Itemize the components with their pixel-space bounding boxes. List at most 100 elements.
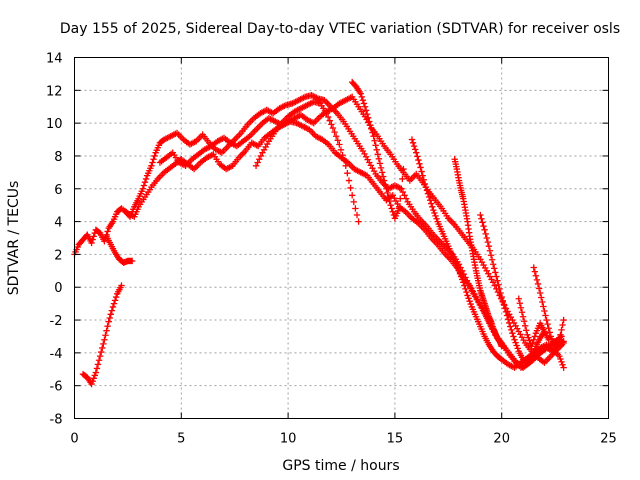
data-point: [538, 294, 545, 301]
data-point: [558, 326, 565, 334]
data-point: [140, 182, 148, 189]
data-point: [149, 159, 156, 166]
series-track-7: [408, 136, 567, 371]
data-point: [495, 281, 502, 288]
data-point: [397, 195, 404, 202]
data-point: [529, 339, 536, 347]
data-point: [387, 201, 394, 209]
data-point: [151, 152, 158, 160]
data-point: [379, 173, 387, 180]
data-point: [254, 159, 261, 166]
x-tick-label: 5: [177, 432, 185, 447]
data-point: [328, 121, 335, 128]
data-point: [408, 136, 416, 143]
data-point: [352, 205, 359, 212]
data-point: [400, 165, 407, 173]
x-tick-label: 10: [280, 432, 297, 447]
data-point: [90, 375, 97, 382]
data-point: [544, 320, 551, 328]
data-point: [487, 252, 495, 259]
data-point: [432, 212, 439, 220]
data-point: [388, 205, 395, 212]
data-point: [531, 333, 539, 340]
data-point: [94, 361, 102, 368]
data-point: [526, 337, 533, 344]
data-point: [367, 121, 374, 129]
data-point: [513, 342, 520, 349]
data-point: [100, 340, 107, 348]
data-point: [461, 282, 468, 289]
data-point: [477, 211, 484, 219]
data-point: [414, 153, 421, 160]
data-point: [543, 316, 550, 324]
data-point: [420, 176, 427, 183]
y-tick-label: 10: [46, 117, 63, 132]
data-point: [479, 219, 486, 226]
data-point: [413, 149, 420, 156]
data-point: [530, 264, 537, 271]
data-point: [498, 293, 505, 301]
data-point: [331, 128, 338, 136]
data-point: [525, 334, 532, 341]
data-point: [370, 133, 377, 140]
data-point: [480, 222, 487, 230]
data-point: [355, 218, 362, 225]
data-point: [425, 193, 433, 201]
data-point: [88, 380, 95, 388]
data-point: [381, 177, 388, 184]
data-point: [528, 343, 535, 350]
data-point: [433, 215, 440, 222]
data-point: [374, 151, 382, 158]
data-point: [515, 295, 522, 302]
data-point: [491, 265, 498, 272]
data-point: [463, 277, 471, 284]
data-point: [89, 236, 96, 243]
data-point: [558, 358, 565, 366]
data-point: [546, 329, 553, 336]
data-point: [523, 327, 530, 334]
data-point: [521, 322, 529, 329]
data-point: [419, 172, 426, 179]
data-point: [465, 295, 472, 302]
data-point: [90, 233, 97, 240]
y-tick-label: -8: [50, 413, 63, 428]
data-point: [511, 336, 518, 343]
data-point: [111, 297, 119, 304]
data-point: [329, 124, 337, 132]
data-point: [366, 118, 373, 125]
series-track-3: [156, 93, 567, 366]
series-track-4: [79, 282, 125, 388]
plot-area: [71, 78, 567, 388]
data-point: [345, 177, 353, 184]
data-point: [496, 285, 503, 293]
data-point: [402, 195, 410, 202]
data-point: [455, 267, 463, 275]
data-point: [514, 345, 521, 352]
data-point: [500, 301, 508, 308]
data-point: [557, 355, 564, 363]
data-point: [371, 137, 378, 144]
data-point: [334, 137, 341, 144]
series-track-6: [252, 98, 362, 225]
y-tick-label: 0: [54, 281, 62, 296]
data-point: [399, 175, 406, 183]
data-point: [363, 110, 371, 118]
data-point: [545, 325, 552, 332]
data-point: [560, 364, 567, 371]
data-point: [252, 162, 260, 169]
data-point: [431, 209, 438, 217]
data-point: [398, 185, 405, 192]
data-point: [557, 331, 564, 339]
series-track-12: [515, 295, 552, 350]
data-point: [466, 284, 474, 291]
y-tick-label: -6: [50, 380, 63, 395]
data-point: [418, 168, 425, 175]
data-point: [460, 279, 467, 286]
series-track-11: [348, 78, 407, 222]
data-point: [339, 151, 346, 159]
data-point: [462, 285, 469, 293]
data-point: [256, 156, 263, 163]
data-point: [467, 300, 474, 308]
data-point: [93, 365, 101, 372]
